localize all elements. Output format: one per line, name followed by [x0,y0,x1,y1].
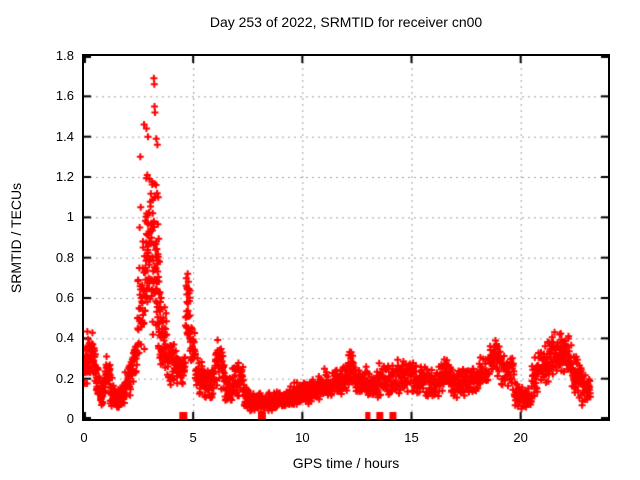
y-tick-label: 0 [66,411,74,426]
x-tick-label: 15 [404,430,419,445]
plot-area [82,54,610,421]
y-tick-label: 0.8 [55,249,74,265]
y-tick-label: 0.6 [55,290,74,305]
x-axis-label: GPS time / hours [292,455,400,471]
x-tick-label: 10 [295,430,310,445]
x-tick-label: 5 [189,430,197,445]
y-tick-label: 1 [66,209,74,225]
y-tick-label: 1.8 [55,48,74,63]
y-tick-label: 1.4 [55,128,74,144]
y-tick-label: 1.2 [55,169,74,184]
y-tick-label: 0.4 [55,330,74,346]
x-tick-label: 0 [80,430,88,445]
y-tick-label: 1.6 [55,88,74,104]
chart-title: Day 253 of 2022, SRMTID for receiver cn0… [209,14,483,30]
y-axis-label: SRMTID / TECUs [8,182,24,294]
x-tick-label: 20 [513,430,528,445]
y-tick-label: 0.2 [55,370,74,386]
scatter-canvas [84,56,608,419]
